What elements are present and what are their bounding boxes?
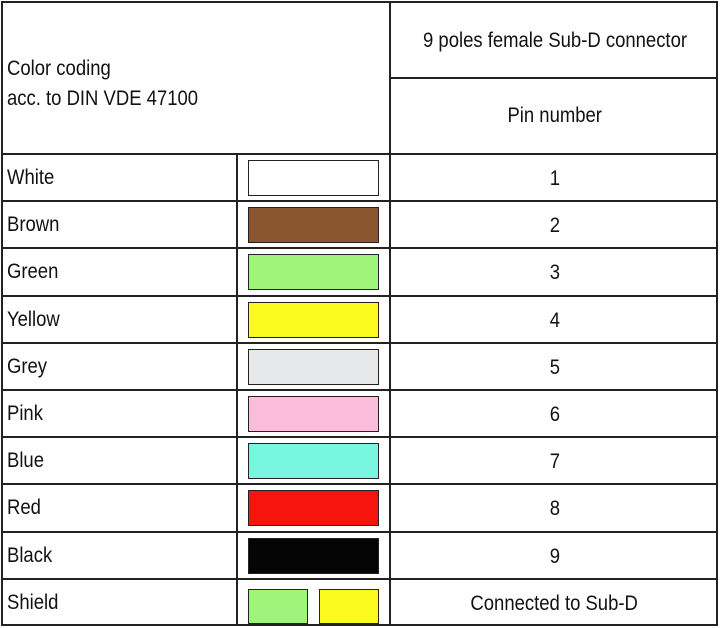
color-name: Black xyxy=(7,543,53,567)
divider xyxy=(1,341,718,344)
pin-number-text: 7 xyxy=(549,450,560,474)
pin-number: 5 xyxy=(391,356,718,380)
color-name: Yellow xyxy=(7,307,60,331)
color-swatch xyxy=(248,254,379,291)
color-swatch xyxy=(248,443,379,480)
pin-number: 7 xyxy=(391,450,718,474)
color-name: Blue xyxy=(7,449,44,473)
divider xyxy=(1,294,718,297)
pin-number: 4 xyxy=(391,309,718,333)
divider xyxy=(1,436,718,439)
pin-number-text: 8 xyxy=(549,497,560,521)
divider xyxy=(389,77,718,79)
pin-number: 3 xyxy=(391,261,718,285)
color-swatch xyxy=(319,588,379,624)
pin-number: 1 xyxy=(391,167,718,191)
connector-title: 9 poles female Sub-D connector xyxy=(391,29,718,53)
color-swatch xyxy=(248,588,308,624)
color-name: Red xyxy=(7,496,41,520)
divider xyxy=(1,483,718,486)
color-name: White xyxy=(7,166,55,189)
color-swatch xyxy=(248,301,379,338)
color-name: Grey xyxy=(7,354,48,378)
pin-number-text: 1 xyxy=(549,167,560,190)
pin-number-text: 4 xyxy=(549,308,560,332)
divider xyxy=(1,153,718,155)
pin-number-text: Connected to Sub-D xyxy=(470,591,639,615)
connector-title-text: 9 poles female Sub-D connector xyxy=(422,29,687,52)
divider xyxy=(1,200,718,203)
color-name: Green xyxy=(7,260,59,284)
color-name: Pink xyxy=(7,402,43,425)
divider xyxy=(1,247,718,250)
divider xyxy=(1,389,718,391)
pin-number-text: 3 xyxy=(549,261,560,285)
color-name: Brown xyxy=(7,213,60,237)
pin-number-label-text: Pin number xyxy=(507,104,602,127)
pin-number: 2 xyxy=(391,214,718,238)
pin-number-label: Pin number xyxy=(391,104,718,128)
pin-number-text: 2 xyxy=(549,214,560,238)
divider xyxy=(389,1,391,626)
color-swatch xyxy=(248,207,379,244)
pin-number-text: 6 xyxy=(549,403,560,426)
color-swatch xyxy=(248,490,379,527)
color-swatch xyxy=(248,348,379,385)
color-swatch xyxy=(248,537,379,574)
pin-number: Connected to Sub-D xyxy=(391,592,718,616)
pin-number-text: 5 xyxy=(549,355,560,379)
pin-number: 9 xyxy=(391,545,718,569)
color-swatch xyxy=(248,160,379,196)
pin-number-text: 9 xyxy=(549,544,560,568)
pin-number: 8 xyxy=(391,497,718,521)
color-name: Shield xyxy=(7,590,59,614)
color-coding-title: Color coding xyxy=(7,57,111,80)
divider xyxy=(1,577,718,580)
color-coding-subtitle: acc. to DIN VDE 47100 xyxy=(7,87,199,110)
divider xyxy=(1,530,718,533)
color-swatch xyxy=(248,396,379,432)
pin-number: 6 xyxy=(391,403,718,427)
